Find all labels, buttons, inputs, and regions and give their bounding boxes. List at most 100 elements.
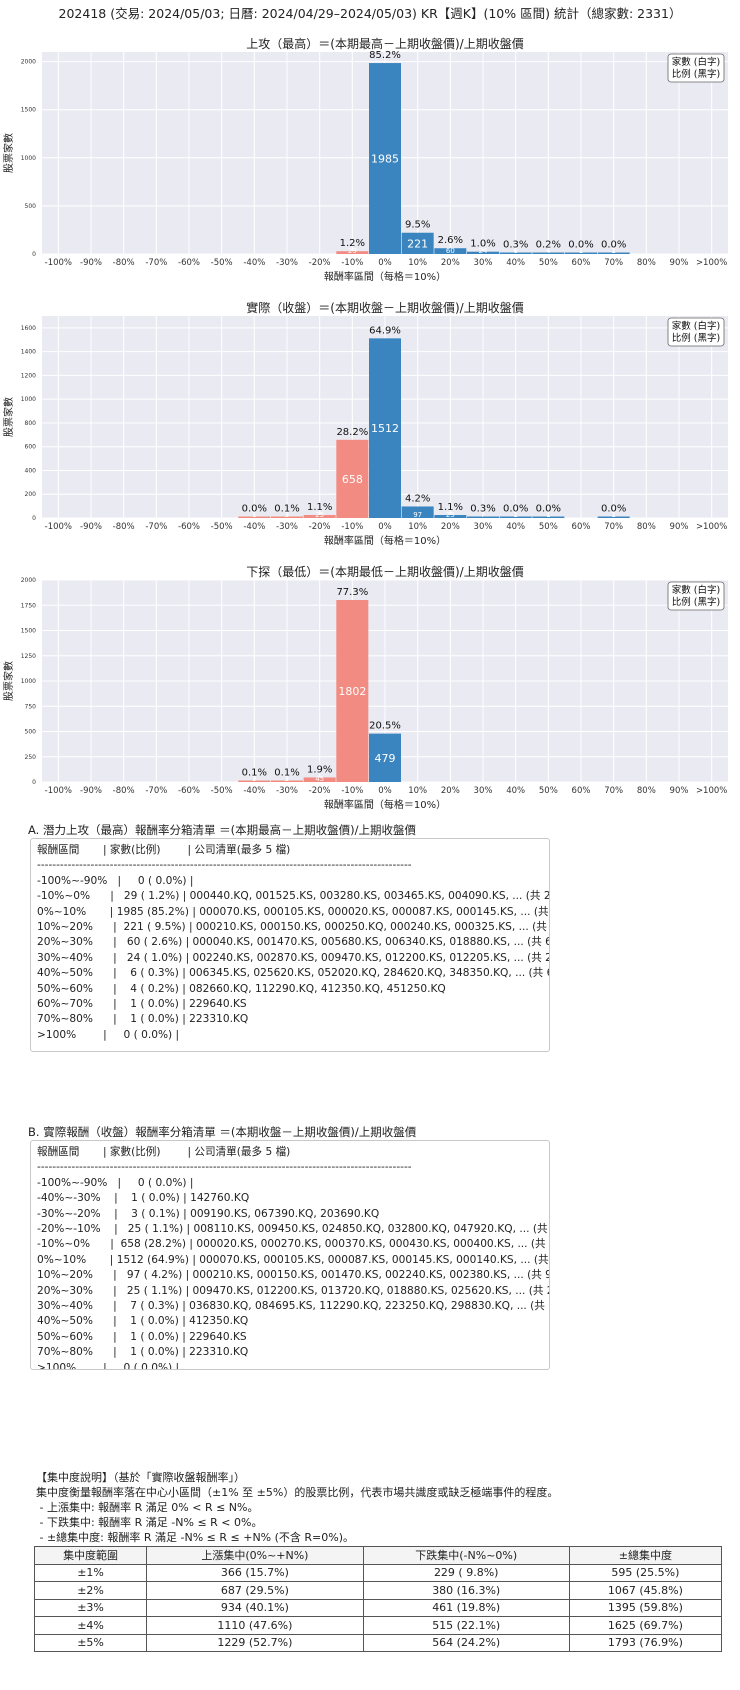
list-line: -100%~-90% | 0 ( 0.0%) | [37, 1176, 194, 1189]
bar-pct-label: 20.5% [369, 721, 401, 732]
x-tick-label: >100% [696, 522, 727, 532]
chart-actual-svg: 實際（收盤）＝(本期收盤－上期收盤價)/上期收盤價020040060080010… [2, 300, 728, 547]
x-tick-label: 90% [670, 786, 689, 796]
list-line: 10%~20% | 97 ( 4.2%) | 000210.KS, 000150… [37, 1269, 550, 1282]
x-axis-label: 報酬率區間（每格＝10%） [324, 270, 446, 283]
bar [564, 252, 598, 254]
chart-actual: 實際（收盤）＝(本期收盤－上期收盤價)/上期收盤價 0 200 400 600 800 10… [0, 300, 740, 564]
x-tick-label: 30% [474, 522, 493, 532]
concentration-note-line: - 上漲集中: 報酬率 R 滿足 0% < R ≤ N%。 [36, 1501, 259, 1514]
list-line: -30%~-20% | 3 ( 0.1%) | 009190.KS, 06739… [37, 1207, 380, 1220]
x-tick-label: 90% [670, 522, 689, 532]
y-axis-label: 股票家數 [2, 397, 15, 437]
y-tick-label: 250 [25, 754, 37, 761]
y-tick-label: 1400 [21, 349, 36, 356]
y-tick-label: 1500 [21, 107, 36, 114]
x-tick-label: -50% [211, 258, 233, 268]
bar [303, 515, 336, 518]
y-tick-label: 1200 [21, 372, 36, 379]
legend-entry: 家數 (白字) [672, 584, 720, 596]
list-line: 報酬區間 | 家數(比例) | 公司清單(最多 5 檔) [37, 844, 291, 856]
bar-count-label: 29 [348, 247, 357, 255]
table-cell: 380 (16.3%) [362, 1581, 570, 1600]
bar-count-label: 60 [446, 247, 455, 255]
concentration-header-cell: 下跌集中(-N%~0%) [362, 1546, 570, 1565]
bar-count-label: 24 [479, 247, 488, 255]
list-line: 30%~40% | 24 ( 1.0%) | 002240.KS, 002870… [37, 951, 550, 964]
list-line: 20%~30% | 25 ( 1.1%) | 009470.KS, 012200… [37, 1284, 550, 1297]
x-tick-label: 40% [506, 522, 525, 532]
chart-title: 下探（最低）＝(本期最低－上期收盤價)/上期收盤價 [246, 565, 523, 579]
bar-pct-label: 0.0% [601, 504, 626, 515]
bar [434, 515, 467, 518]
list-line: -100%~-90% | 0 ( 0.0%) | [37, 874, 194, 887]
bar [368, 733, 402, 782]
bar [401, 506, 434, 518]
bar-pct-label: 0.0% [503, 504, 528, 515]
bar-count-label: 6 [513, 247, 518, 255]
bar-count-label: 25 [446, 511, 455, 519]
table-cell: ±1% [33, 1563, 148, 1582]
bar-count-label: 1 [546, 511, 550, 519]
bar-count-label: 1 [611, 247, 615, 255]
concentration-header-cell: ±總集中度 [568, 1546, 723, 1565]
bar [336, 439, 369, 518]
list-line: 60%~70% | 1 ( 0.0%) | 229640.KS [37, 998, 247, 1011]
y-tick-label: 1250 [21, 653, 36, 660]
table-row: ±4% 1110 (47.6%) 515 (22.1%) 1625 (69.7%) [33, 1616, 723, 1635]
x-tick-label: -40% [243, 522, 265, 532]
section-a-title: A. 潛力上攻（最高）報酬率分箱清單 ＝(本期最高－上期收盤價)/上期收盤價 [28, 823, 416, 837]
bar-pct-label: 1.1% [307, 502, 332, 513]
x-axis-label: 報酬率區間（每格＝10%） [324, 534, 446, 547]
y-tick-label: 400 [25, 467, 37, 474]
bar-count-label: 1 [252, 511, 256, 519]
list-line: 10%~20% | 221 ( 9.5%) | 000210.KS, 00015… [37, 921, 550, 934]
table-cell: 1229 (52.7%) [146, 1633, 364, 1652]
list-line: -40%~-30% | 1 ( 0.0%) | 142760.KQ [37, 1192, 250, 1205]
bar-pct-label: 1.0% [470, 239, 495, 250]
list-line: >100% | 0 ( 0.0%) | [37, 1361, 180, 1370]
y-tick-label: 1600 [21, 325, 36, 332]
table-cell: 595 (25.5%) [568, 1563, 723, 1582]
bar [597, 252, 630, 254]
x-tick-label: 10% [408, 258, 427, 268]
legend-box [667, 581, 725, 611]
x-tick-label: -100% [45, 258, 72, 268]
list-line: 40%~50% | 1 ( 0.0%) | 412350.KQ [37, 1315, 249, 1328]
table-cell: 1793 (76.9%) [568, 1633, 723, 1652]
x-tick-label: 70% [604, 522, 623, 532]
bar-pct-label: 85.2% [369, 50, 401, 61]
y-tick-label: 2000 [21, 577, 36, 584]
x-tick-label: 0% [378, 522, 392, 532]
table-cell: ±5% [33, 1633, 148, 1652]
chart-downside: 下探（最低）＝(本期最低－上期收盤價)/上期收盤價 0 250 500 750 1000 1… [0, 564, 740, 828]
x-tick-label: 40% [506, 786, 525, 796]
x-tick-label: 60% [572, 258, 591, 268]
table-cell: 934 (40.1%) [146, 1598, 364, 1617]
list-line: 70%~80% | 1 ( 0.0%) | 223310.KQ [37, 1013, 249, 1026]
x-tick-label: 20% [441, 258, 460, 268]
bar-pct-label: 28.2% [336, 427, 368, 438]
list-line: 50%~60% | 1 ( 0.0%) | 229640.KS [37, 1330, 247, 1343]
x-tick-label: 0% [378, 258, 392, 268]
bar-count-label: 4 [546, 247, 551, 255]
table-cell: 1067 (45.8%) [568, 1581, 723, 1600]
bar [499, 252, 532, 254]
x-tick-label: 70% [604, 258, 623, 268]
list-line: 報酬區間 | 家數(比例) | 公司清單(最多 5 檔) [37, 1146, 291, 1158]
x-tick-label: 80% [637, 258, 656, 268]
y-axis-label: 股票家數 [2, 661, 15, 701]
x-tick-label: 0% [378, 786, 392, 796]
bar-count-label: 25 [315, 511, 324, 519]
x-tick-label: -30% [276, 786, 298, 796]
x-tick-label: 10% [408, 786, 427, 796]
x-tick-label: -30% [276, 258, 298, 268]
bar-count-label: 1 [579, 247, 583, 255]
y-tick-label: 200 [25, 491, 37, 498]
x-tick-label: -20% [309, 786, 331, 796]
legend-box [667, 53, 725, 83]
list-line: 0%~10% | 1985 (85.2%) | 000070.KS, 00010… [37, 905, 550, 918]
x-tick-label: 20% [441, 522, 460, 532]
table-cell: 564 (24.2%) [362, 1633, 570, 1652]
list-line: 40%~50% | 6 ( 0.3%) | 006345.KS, 025620.… [37, 967, 550, 980]
